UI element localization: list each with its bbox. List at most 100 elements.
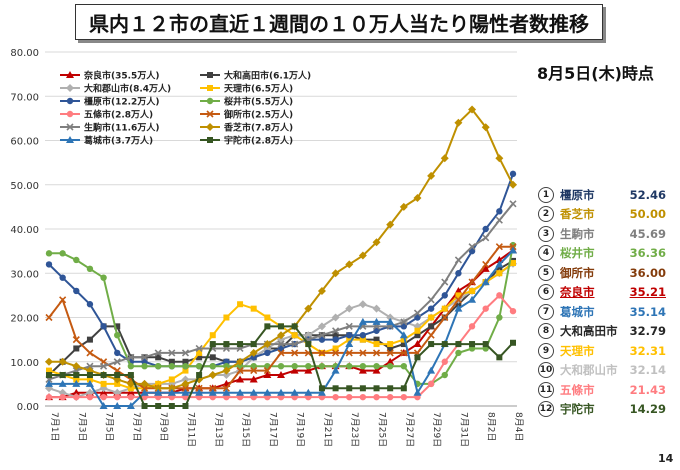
data-point [195, 362, 203, 370]
data-point [345, 304, 354, 313]
data-point [99, 402, 108, 409]
rank-number-badge: 7 [538, 303, 554, 320]
legend-entry: 葛城市(3.7万人) [60, 135, 153, 147]
data-point [332, 385, 339, 392]
data-point [496, 270, 503, 277]
series-宇陀市 [46, 323, 516, 409]
data-point [114, 332, 121, 339]
data-point [290, 388, 299, 396]
data-point [209, 332, 216, 339]
data-point [236, 375, 245, 383]
data-point [250, 305, 257, 312]
data-point [400, 385, 407, 392]
y-tick-label: 50.00 [10, 181, 39, 192]
data-point [86, 376, 93, 383]
data-point [387, 385, 394, 392]
rank-city-name: 葛城市 [560, 304, 595, 319]
data-point [264, 349, 271, 357]
data-point [496, 265, 503, 272]
data-point [181, 384, 190, 392]
data-point [386, 357, 395, 365]
data-point [168, 362, 176, 370]
legend-label: 宇陀市(2.8万人) [224, 135, 293, 147]
data-point [45, 250, 53, 257]
x-tick-label: 7月21日 [322, 412, 333, 447]
data-point [455, 349, 462, 357]
data-point [237, 301, 244, 308]
y-tick-label: 40.00 [10, 225, 39, 236]
legend-label: 桜井市(5.5万人) [224, 96, 293, 108]
data-point [196, 354, 203, 361]
x-tick-label: 7月17日 [267, 412, 278, 447]
data-point [100, 372, 107, 379]
x-tick-label: 7月5日 [104, 412, 115, 441]
x-tick-label: 7月11日 [185, 412, 196, 447]
rank-number-badge: 5 [538, 264, 554, 281]
data-point [509, 307, 517, 315]
data-point [399, 202, 408, 211]
legend-label: 大和郡山市(8.4万人) [84, 83, 171, 95]
rank-value: 14.29 [629, 402, 666, 417]
data-point [359, 332, 367, 339]
data-point [441, 292, 448, 299]
page-number: 14 [658, 452, 674, 465]
data-point [468, 105, 477, 114]
data-point [167, 388, 176, 396]
data-point [182, 403, 189, 409]
rank-number-badge: 11 [538, 381, 554, 398]
data-point [509, 246, 517, 254]
data-point [73, 345, 80, 352]
data-point [66, 97, 74, 105]
legend-entry: 宇陀市(2.8万人) [200, 135, 293, 147]
data-point [222, 388, 231, 396]
data-point [72, 362, 81, 371]
data-point [278, 323, 284, 330]
data-point [400, 336, 407, 343]
data-point [86, 336, 93, 343]
y-tick-label: 20.00 [10, 314, 39, 325]
data-point [127, 393, 135, 401]
data-point [509, 200, 517, 208]
legend-label: 香芝市(7.8万人) [223, 122, 293, 134]
data-point [427, 296, 435, 304]
data-point [346, 362, 353, 370]
legend-entry: 大和高田市(6.1万人) [200, 70, 311, 82]
data-point [223, 314, 230, 321]
data-point [509, 170, 517, 178]
data-point [481, 278, 490, 286]
data-point [58, 357, 67, 366]
y-tick-label: 30.00 [10, 269, 39, 280]
data-point [427, 171, 436, 180]
data-point [359, 393, 367, 401]
data-point [58, 379, 67, 387]
data-point [345, 322, 353, 330]
data-point [66, 71, 74, 78]
legend-label: 天理市(6.5万人) [224, 83, 293, 95]
rank-value: 35.14 [629, 304, 666, 319]
data-point [414, 327, 421, 334]
rank-value: 32.14 [629, 363, 666, 378]
data-point [346, 385, 353, 392]
data-point [209, 384, 217, 392]
data-point [373, 336, 380, 343]
data-point [155, 403, 162, 409]
data-point [114, 393, 121, 401]
data-point [481, 123, 490, 132]
data-point [45, 357, 53, 366]
data-point [223, 358, 230, 365]
legend-label: 御所市(2.5万人) [223, 109, 293, 121]
data-point [45, 379, 53, 387]
data-point [386, 393, 394, 401]
legend-label: 大和高田市(6.1万人) [224, 70, 311, 82]
data-point [140, 388, 149, 396]
rank-city-name: 大和高田市 [560, 324, 618, 339]
data-point [236, 362, 244, 370]
data-point [346, 393, 353, 401]
ranking-row: 5 御所市 36.00 [538, 263, 678, 283]
data-point [468, 243, 476, 251]
data-point [72, 336, 80, 344]
ranking-row: 6 奈良市 35.21 [538, 283, 678, 303]
rank-number-badge: 12 [538, 401, 554, 418]
rank-value: 32.31 [629, 343, 666, 358]
rank-value: 52.46 [629, 187, 666, 202]
